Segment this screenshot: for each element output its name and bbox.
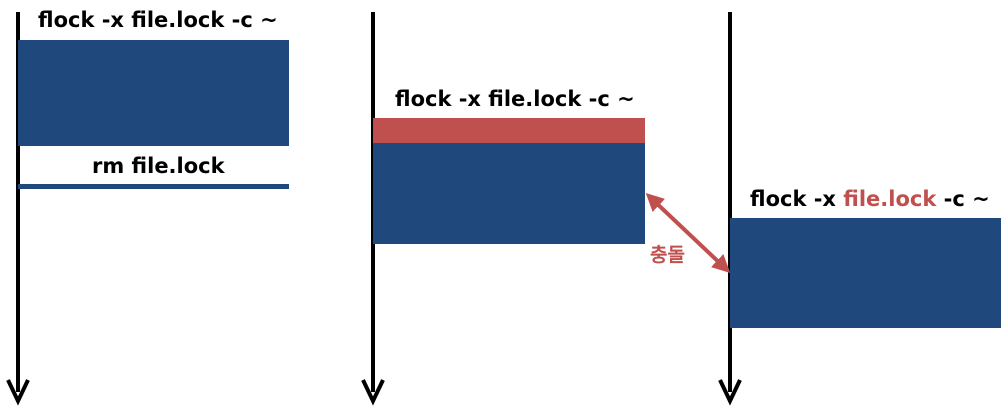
- process-1-lock-command: flock -x file.lock -c ~: [38, 8, 278, 32]
- timeline-1-arrowhead: [6, 379, 30, 406]
- process-1-remove-command: rm file.lock: [92, 154, 225, 178]
- timeline-3-arrowhead: [718, 379, 742, 406]
- process-1-lock-block: [18, 40, 289, 146]
- process-3-lock-command: flock -x file.lock -c ~: [750, 189, 990, 210]
- conflict-arrow: [645, 193, 731, 273]
- process-3-command-file: file.lock: [843, 187, 937, 211]
- process-3-command-prefix: flock -x: [750, 187, 844, 211]
- process-2-lock-command: flock -x file.lock -c ~: [395, 87, 635, 111]
- timeline-2-arrowhead: [361, 379, 385, 406]
- conflict-label: 충돌: [650, 244, 685, 266]
- process-2-lock-acquire-segment: [373, 118, 645, 143]
- process-3-command-suffix: -c ~: [936, 187, 990, 211]
- process-1-remove-bar: [18, 184, 289, 189]
- process-2-lock-block: [373, 143, 645, 244]
- process-3-lock-block: [730, 218, 1001, 328]
